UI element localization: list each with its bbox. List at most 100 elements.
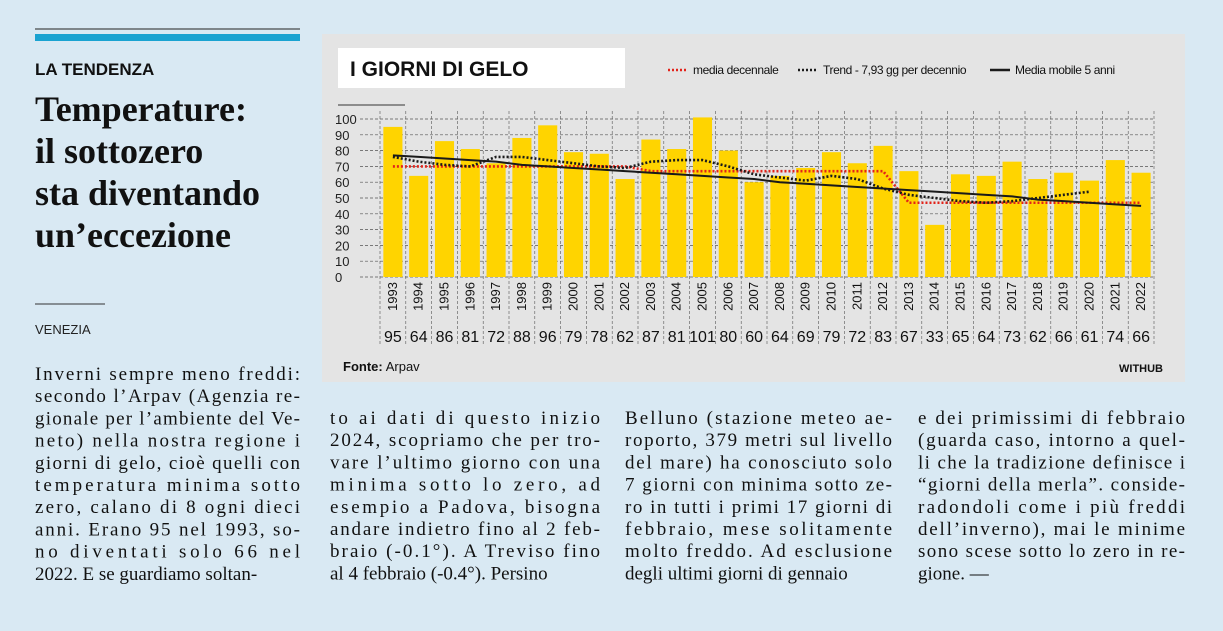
x-tick-label: 2022 [1133, 282, 1148, 311]
body-line: 2024, scopriamo che per tro- [330, 430, 600, 451]
y-tick-label: 80 [335, 144, 349, 159]
bar [796, 167, 816, 277]
body-line: li che la tradizione definisce i [918, 452, 1185, 473]
bar [460, 149, 480, 277]
value-label: 64 [410, 329, 428, 346]
body-line: secondo l’Arpav (Agenzia re- [35, 386, 300, 407]
x-tick-label: 1993 [385, 282, 400, 311]
bar [950, 174, 971, 277]
bar [1028, 179, 1048, 277]
bar [1131, 172, 1151, 277]
x-tick-label: 2010 [824, 282, 839, 311]
y-tick-label: 0 [335, 270, 342, 285]
bar [925, 224, 945, 277]
headline: un’eccezione [35, 215, 231, 255]
legend-label: Trend - 7,93 gg per decennio [823, 63, 967, 77]
body-line: minima sotto lo zero, ad [330, 475, 601, 496]
value-label: 64 [977, 329, 995, 346]
body-line: ro in tutti i primi 17 giorni di [625, 497, 892, 518]
headline: il sottozero [35, 131, 203, 171]
source-label: Fonte: [343, 359, 383, 374]
bar [770, 175, 790, 277]
x-tick-label: 2017 [1004, 282, 1019, 311]
x-tick-label: 2016 [978, 282, 993, 311]
value-label: 73 [1003, 329, 1021, 346]
body-line: degli ultimi giorni di gennaio [625, 563, 848, 584]
body-line: vare l’ultimo giorno con una [330, 452, 601, 473]
x-tick-label: 2013 [901, 282, 916, 311]
body-line: “giorni della merla”. conside- [918, 475, 1185, 496]
value-label: 66 [1055, 329, 1073, 346]
body-line: dell’inverno), mai le minime [918, 519, 1185, 540]
value-label: 78 [590, 329, 608, 346]
body-line: andare indietro fino al 2 feb- [330, 519, 600, 540]
x-tick-label: 2021 [1107, 282, 1122, 311]
accent-bar [35, 34, 300, 41]
body-line: 7 giorni con minima sotto ze- [625, 475, 892, 496]
bar [667, 149, 687, 277]
body-line: febbraio, mese solitamente [625, 519, 892, 540]
body-line: radondoli come i più freddi [918, 497, 1185, 518]
y-tick-label: 100 [335, 112, 357, 127]
x-tick-label: 2012 [875, 282, 890, 311]
value-label: 80 [719, 329, 737, 346]
body-line: 2022. E se guardiamo soltan- [35, 564, 257, 585]
value-label: 88 [513, 329, 531, 346]
value-label: 86 [436, 329, 454, 346]
kicker: LA TENDENZA [35, 60, 154, 79]
x-tick-label: 2002 [617, 282, 632, 311]
bar [615, 179, 635, 277]
source-name: Arpav [386, 359, 420, 374]
bar [692, 117, 713, 277]
bar [589, 153, 609, 277]
y-tick-label: 60 [335, 175, 349, 190]
x-tick-label: 2001 [591, 282, 606, 311]
value-label: 95 [384, 329, 402, 346]
bar [1002, 161, 1022, 277]
x-tick-label: 1997 [488, 282, 503, 311]
trend-line [392, 155, 1090, 205]
x-tick-label: 2003 [643, 282, 658, 311]
body-line: temperatura minima sotto [35, 475, 300, 496]
source: Fonte: Arpav [343, 359, 420, 374]
y-tick-label: 40 [335, 207, 349, 222]
headline: Temperature: [35, 89, 247, 129]
bar [538, 125, 558, 277]
bar [563, 152, 584, 277]
bar [486, 163, 506, 277]
legend-label: Media mobile 5 anni [1015, 63, 1115, 77]
value-label: 79 [565, 329, 583, 346]
x-tick-label: 2018 [1030, 282, 1045, 311]
value-label: 83 [874, 329, 892, 346]
x-tick-label: 1996 [462, 282, 477, 311]
body-line: anni. Erano 95 nel 1993, so- [35, 519, 300, 540]
value-label: 61 [1081, 329, 1099, 346]
value-label: 33 [926, 329, 944, 346]
trend-line [392, 165, 1142, 205]
bar [821, 152, 842, 277]
body-line: al 4 febbraio (-0.4°). Persino [330, 563, 548, 584]
x-tick-label: 1995 [437, 282, 452, 311]
value-label: 74 [1106, 329, 1124, 346]
body-line: (guarda caso, intorno a quel- [918, 430, 1185, 451]
value-label: 81 [668, 329, 686, 346]
value-label: 72 [848, 329, 866, 346]
body-line: esempio a Padova, bisogna [330, 497, 601, 518]
x-tick-label: 2000 [566, 282, 581, 311]
y-tick-label: 10 [335, 254, 349, 269]
y-tick-label: 20 [335, 238, 349, 253]
dateline: VENEZIA [35, 322, 91, 337]
body-line: sono scese sotto lo zero in re- [918, 541, 1185, 562]
body-line: braio (-0.1°). A Treviso fino [330, 541, 600, 562]
x-tick-label: 2014 [927, 282, 942, 311]
value-label: 65 [952, 329, 970, 346]
x-tick-label: 2019 [1056, 282, 1071, 311]
bar [409, 175, 429, 277]
title-box [338, 48, 625, 88]
x-tick-label: 2008 [772, 282, 787, 311]
value-label: 60 [745, 329, 763, 346]
x-tick-label: 2011 [849, 282, 864, 310]
value-label: 62 [616, 329, 634, 346]
bar [873, 145, 893, 277]
